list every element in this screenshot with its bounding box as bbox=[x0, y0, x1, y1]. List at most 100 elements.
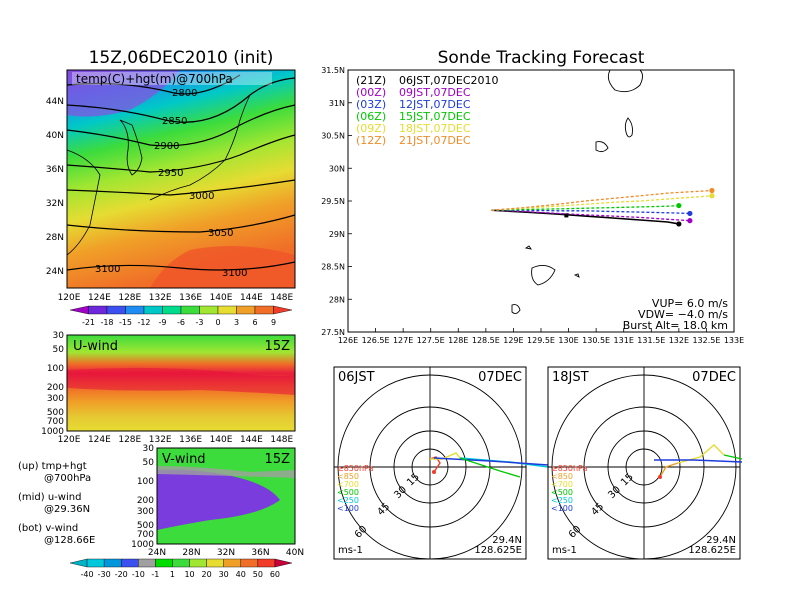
vwind-colorbar: -40 -30 -20 -10 -1 1 10 20 30 40 50 60 bbox=[69, 558, 293, 579]
cold-region bbox=[67, 70, 180, 117]
pressure-tick: 300 bbox=[47, 394, 64, 404]
pressure-tick: 100 bbox=[47, 364, 64, 374]
vwind-frame bbox=[156, 447, 296, 545]
uwind-lon-tick: 120E bbox=[58, 435, 81, 445]
vwind-lat-tick: 40N bbox=[286, 548, 304, 558]
vwind-colorbar-label: 60 bbox=[270, 570, 280, 579]
hodo-left-surface bbox=[432, 470, 436, 474]
tracking-lon-tick: 130E bbox=[558, 336, 578, 345]
track-series-line bbox=[491, 189, 712, 211]
hodo-right-low bbox=[659, 462, 679, 478]
tracking-legend-label: 21JST,07DEC bbox=[399, 134, 471, 147]
contour-label-2900: 2900 bbox=[154, 141, 179, 152]
map-colorbar-swatch bbox=[273, 305, 293, 315]
tracking-legend-code: (00Z) bbox=[356, 86, 386, 99]
map-colorbar-label: 6 bbox=[252, 318, 257, 327]
pressure-tick: 700 bbox=[47, 417, 64, 427]
vwind-colorbar-label: -1 bbox=[151, 570, 159, 579]
tracking-lat-ticks: 31.5N 31N 30.5N 30N 29.5N 29N 28.5N 28N 27.5N bbox=[321, 66, 352, 337]
note-up-2: @700hPa bbox=[44, 473, 91, 484]
warm-region bbox=[150, 246, 295, 288]
island-amami bbox=[531, 265, 556, 286]
tracking-lat-tick: 28N bbox=[329, 295, 345, 304]
tracking-lon-tick: 131.5E bbox=[637, 336, 665, 345]
track-lines bbox=[491, 187, 715, 227]
tracking-lon-tick: 127E bbox=[393, 336, 413, 345]
map-frame bbox=[66, 69, 296, 289]
pressure-tick: 100 bbox=[137, 477, 154, 487]
pressure-tick: 500 bbox=[47, 408, 64, 418]
vwind-negative-region bbox=[157, 469, 280, 530]
contour-3100 bbox=[66, 261, 296, 271]
tracking-legend-code: (09Z) bbox=[356, 122, 386, 135]
pressure-tick: 1000 bbox=[131, 540, 154, 550]
vwind-lat-tick: 28N bbox=[182, 548, 200, 558]
map-lat-tick: 40N bbox=[46, 131, 64, 141]
contour-label-3000: 3000 bbox=[189, 191, 214, 202]
contour-2850 bbox=[66, 77, 296, 123]
vwind-cross-section: V-wind 15Z bbox=[156, 447, 296, 545]
track-endpoint bbox=[687, 218, 693, 224]
track-endpoint bbox=[709, 187, 715, 194]
vwind-lat-tick: 32N bbox=[217, 548, 235, 558]
uwind-lon-tick: 140E bbox=[210, 435, 233, 445]
contour-2950 bbox=[66, 134, 296, 173]
tracking-legend-label: 18JST,07DEC bbox=[399, 122, 471, 135]
vwind-colorbar-swatch bbox=[69, 558, 88, 568]
map-colorbar-swatch bbox=[236, 305, 256, 315]
uwind-lon-tick: 136E bbox=[179, 435, 202, 445]
island-tokunoshima bbox=[511, 304, 521, 315]
uwind-lon-tick: 144E bbox=[240, 435, 263, 445]
contour-label-2850: 2850 bbox=[162, 116, 187, 127]
map-colorbar-label: -12 bbox=[137, 318, 150, 327]
tracking-title: Sonde Tracking Forecast bbox=[438, 48, 645, 68]
contour-3050 bbox=[66, 214, 296, 233]
tracking-legend-code: (12Z) bbox=[356, 134, 386, 147]
map-lon-tick: 132E bbox=[149, 293, 172, 303]
track-endpoint bbox=[687, 210, 693, 217]
tracking-lon-tick: 133E bbox=[724, 336, 744, 345]
vwind-colorbar-swatch bbox=[103, 558, 122, 568]
map-lon-tick: 120E bbox=[58, 293, 81, 303]
map-lon-tick: 140E bbox=[210, 293, 233, 303]
track-series-line bbox=[491, 204, 679, 211]
tracking-lat-tick: 28.5N bbox=[321, 263, 345, 272]
vwind-colorbar-label: -20 bbox=[115, 570, 128, 579]
polar-units: ms-1 bbox=[338, 545, 363, 556]
polar-level-label: <500 bbox=[551, 488, 573, 497]
temp-height-map: temp(C)+hgt(m)@700hPa 2800 2850 2900 295… bbox=[66, 69, 296, 289]
polar-date: 07DEC bbox=[478, 370, 522, 385]
vwind-colorbar-label: 10 bbox=[184, 570, 194, 579]
map-lon-ticks: 120E 124E 128E 132E 136E 140E 144E 148E bbox=[58, 293, 294, 303]
vwind-colorbar-swatch bbox=[155, 558, 173, 568]
note-up-1: (up) tmp+hgt bbox=[18, 461, 87, 472]
contour-label-2800: 2800 bbox=[172, 88, 197, 99]
polar-hodograph-left: 06JST 07DEC15304560≥850hPa<850<700<500<25… bbox=[333, 366, 549, 560]
coastline-korea bbox=[119, 119, 143, 176]
vwind-colorbar-label: 20 bbox=[202, 570, 212, 579]
vwind-lat-tick: 24N bbox=[148, 548, 166, 558]
island-tanegashima bbox=[624, 117, 633, 138]
map-lon-tick: 136E bbox=[179, 293, 202, 303]
contour-2800 bbox=[66, 74, 241, 95]
map-colorbar-label: -18 bbox=[100, 318, 113, 327]
track-series-line bbox=[491, 209, 690, 222]
tracking-legend-label: 06JST,07DEC2010 bbox=[399, 74, 499, 87]
tracking-lat-tick: 29.5N bbox=[321, 197, 345, 206]
polar-lat: 29.4N bbox=[492, 535, 522, 546]
polar-lon: 128.625E bbox=[688, 545, 736, 556]
polar-level-label: <250 bbox=[337, 496, 359, 505]
map-label-box bbox=[72, 72, 272, 85]
coastline-china bbox=[66, 149, 101, 256]
note-bot-1: (bot) v-wind bbox=[18, 523, 78, 534]
map-colorbar-swatch bbox=[217, 305, 237, 315]
vwind-gray-region bbox=[157, 466, 295, 478]
tracking-lat-tick: 29N bbox=[329, 230, 345, 239]
tracking-lat-tick: 30.5N bbox=[321, 132, 345, 141]
vup-text: VUP= 6.0 m/s bbox=[652, 297, 728, 310]
note-mid-2: @29.36N bbox=[44, 504, 90, 515]
map-colorbar-swatch bbox=[254, 305, 274, 315]
polar-level-label: <850 bbox=[337, 472, 359, 481]
vwind-colorbar-label: -10 bbox=[132, 570, 145, 579]
